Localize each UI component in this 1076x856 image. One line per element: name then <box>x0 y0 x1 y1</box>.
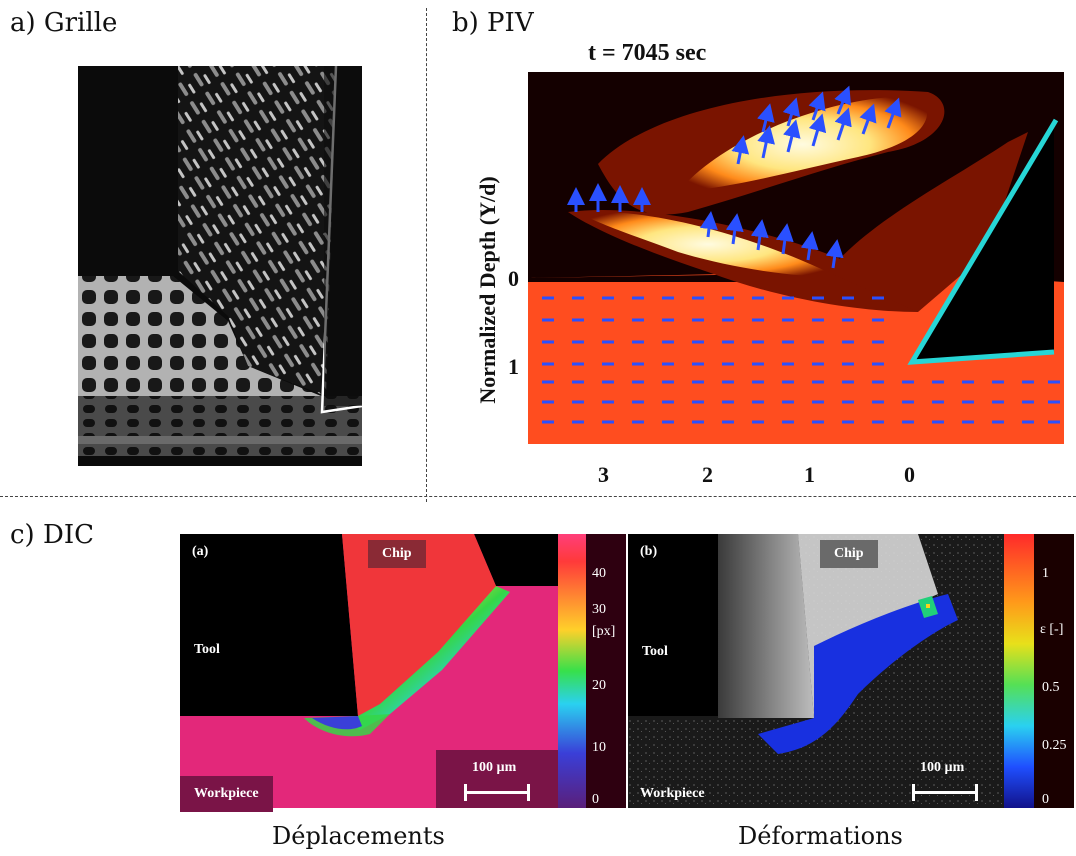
piv-x-tick-3: 3 <box>598 462 609 487</box>
disp-unit: [px] <box>592 624 616 639</box>
dic-a-scale-cap-right <box>527 784 530 801</box>
displacement-colorbar-background <box>586 534 626 808</box>
piv-y-tick-0: 0 <box>508 266 519 291</box>
piv-title: t = 7045 sec <box>588 40 707 66</box>
dic-a-scale-label: 100 µm <box>472 760 517 775</box>
dic-a-workpiece-label: Workpiece <box>180 776 273 812</box>
strain-tick-0.25: 0.25 <box>1042 738 1067 753</box>
panel-b-label: b) PIV <box>452 8 534 38</box>
dic-a-tool-label: Tool <box>194 642 220 657</box>
piv-vectors <box>540 296 1062 424</box>
strain-colorbar <box>1004 534 1034 808</box>
dic-a-tag: (a) <box>192 544 209 559</box>
caption-displacements: Déplacements <box>272 822 445 850</box>
strain-unit: ε [-] <box>1040 622 1064 637</box>
dic-a-scale-box <box>436 750 558 808</box>
dic-b-tag: (b) <box>640 544 658 559</box>
dic-strain-image <box>628 534 1004 808</box>
dic-displacement-image <box>180 534 558 808</box>
strain-tick-1: 1 <box>1042 566 1049 581</box>
dic-b-scale-cap-left <box>912 784 915 801</box>
disp-tick-10: 10 <box>592 740 606 755</box>
piv-x-tick-2: 2 <box>702 462 713 487</box>
strain-colorbar-background <box>1034 534 1074 808</box>
panel-a-label: a) Grille <box>10 8 118 38</box>
dic-a-scale-cap-left <box>464 784 467 801</box>
dic-b-workpiece-label: Workpiece <box>640 786 705 801</box>
dic-a-scale-bar <box>464 791 530 794</box>
vertical-divider <box>426 8 427 502</box>
grille-illustration <box>78 66 362 466</box>
disp-tick-0: 0 <box>592 792 599 807</box>
caption-deformations: Déformations <box>738 822 903 850</box>
displacement-colorbar <box>558 534 586 808</box>
panel-c-label: c) DIC <box>10 520 94 550</box>
dic-b-tool-label: Tool <box>642 644 668 659</box>
strain-tick-0: 0 <box>1042 792 1049 807</box>
piv-y-tick-1: 1 <box>508 354 519 379</box>
disp-tick-40: 40 <box>592 566 606 581</box>
horizontal-divider <box>0 496 1076 497</box>
dic-b-scale-bar <box>912 791 978 794</box>
piv-field <box>528 72 1064 444</box>
piv-x-tick-0: 0 <box>904 462 915 487</box>
grille-image <box>78 66 362 466</box>
disp-tick-30: 30 <box>592 602 606 617</box>
dic-b-scale-label: 100 µm <box>920 760 965 775</box>
dic-a-chip-label: Chip <box>368 540 426 568</box>
piv-y-axis-label: Normalized Depth (Y/d) <box>475 176 500 404</box>
piv-x-tick-1: 1 <box>804 462 815 487</box>
strain-tick-0.5: 0.5 <box>1042 680 1060 695</box>
disp-tick-20: 20 <box>592 678 606 693</box>
dic-b-chip-label: Chip <box>820 540 878 568</box>
dic-b-scale-cap-right <box>975 784 978 801</box>
